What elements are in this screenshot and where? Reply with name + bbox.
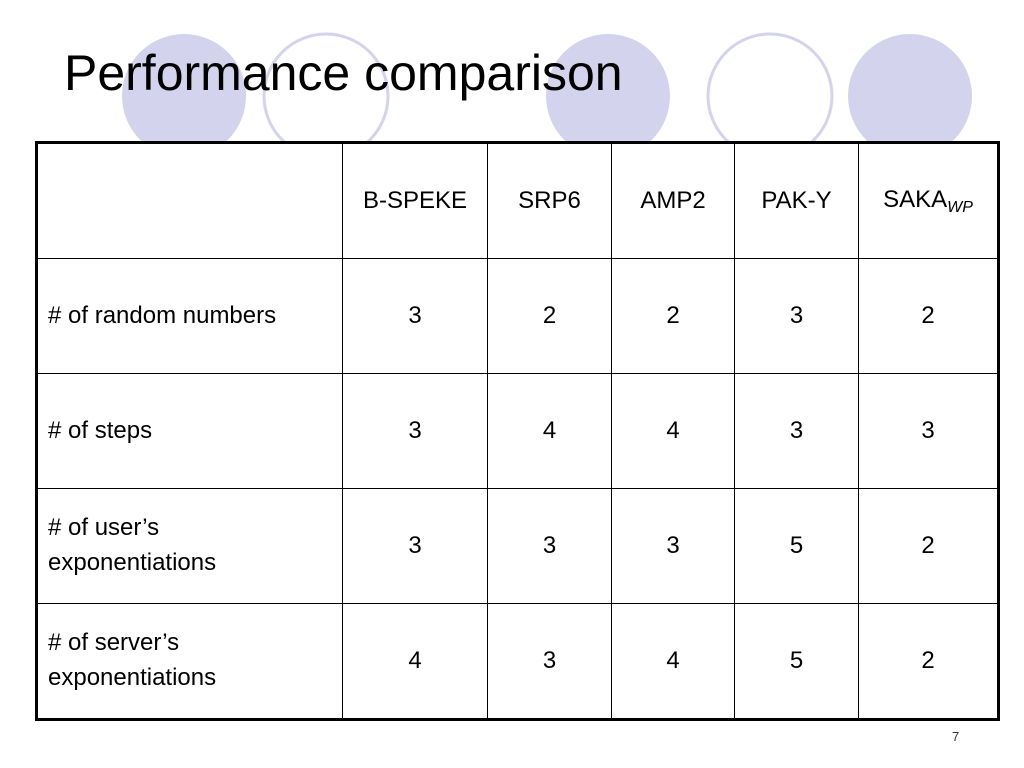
table-row: # of steps 3 4 4 3 3 (36, 373, 999, 489)
page-number: 7 (952, 729, 960, 744)
column-header-label: SRP6 (518, 187, 581, 214)
table-cell: 4 (487, 373, 612, 489)
table-header-row: B-SPEKE SRP6 AMP2 PAK-Y SAKAWP (36, 142, 999, 259)
table-cell: 3 (487, 488, 612, 604)
table-row: # of user’s exponentiations 3 3 3 5 2 (36, 488, 999, 604)
outline-circle (706, 32, 834, 160)
table-cell: 3 (611, 488, 735, 604)
table-cell: 3 (342, 258, 488, 374)
column-header-label: B-SPEKE (362, 187, 468, 214)
column-header-subscript: WP (947, 198, 973, 216)
column-header: B-SPEKE (342, 142, 488, 259)
table-cell: 3 (734, 258, 859, 374)
column-header-label: SAKA (883, 185, 948, 213)
row-label-line: exponentiations (48, 549, 217, 576)
column-header: AMP2 (611, 142, 735, 259)
column-header-label: PAK-Y (761, 187, 832, 214)
table-cell: 5 (734, 488, 859, 604)
table-cell: 5 (734, 603, 859, 720)
table-cell: 3 (487, 603, 612, 720)
column-header: SAKAWP (858, 142, 999, 259)
column-header-label: AMP2 (640, 187, 706, 214)
row-label: # of steps (36, 373, 343, 489)
table-cell: 3 (342, 373, 488, 489)
table-cell: 3 (342, 488, 488, 604)
table-cell: 4 (611, 373, 735, 489)
table-cell: 2 (487, 258, 612, 374)
row-label-line: exponentiations (48, 664, 217, 691)
column-header: PAK-Y (734, 142, 859, 259)
row-label: # of user’s exponentiations (36, 488, 343, 604)
row-label-line: # of steps (48, 416, 153, 444)
row-label-line: # of server’s (48, 629, 180, 657)
table-row: # of random numbers 3 2 2 3 2 (36, 258, 999, 374)
row-label: # of random numbers (36, 258, 343, 374)
table-cell: 2 (858, 488, 999, 604)
performance-table: B-SPEKE SRP6 AMP2 PAK-Y SAKAWP # of rand… (35, 141, 1000, 721)
table-cell: 3 (858, 373, 999, 489)
table-cell: 4 (342, 603, 488, 720)
slide-title: Performance comparison (64, 45, 623, 101)
table-cell: 2 (611, 258, 735, 374)
table-cell: 4 (611, 603, 735, 720)
table-cell: 2 (858, 603, 999, 720)
table-row: # of server’s exponentiations 4 3 4 5 2 (36, 603, 999, 720)
column-header: SRP6 (487, 142, 612, 259)
row-label-line: # of user’s (48, 514, 160, 542)
table-cell: 2 (858, 258, 999, 374)
table-cell: 3 (734, 373, 859, 489)
row-label: # of server’s exponentiations (36, 603, 343, 720)
row-label-line: # of random numbers (48, 301, 277, 329)
filled-circle (848, 34, 972, 158)
empty-corner-cell (36, 142, 343, 259)
